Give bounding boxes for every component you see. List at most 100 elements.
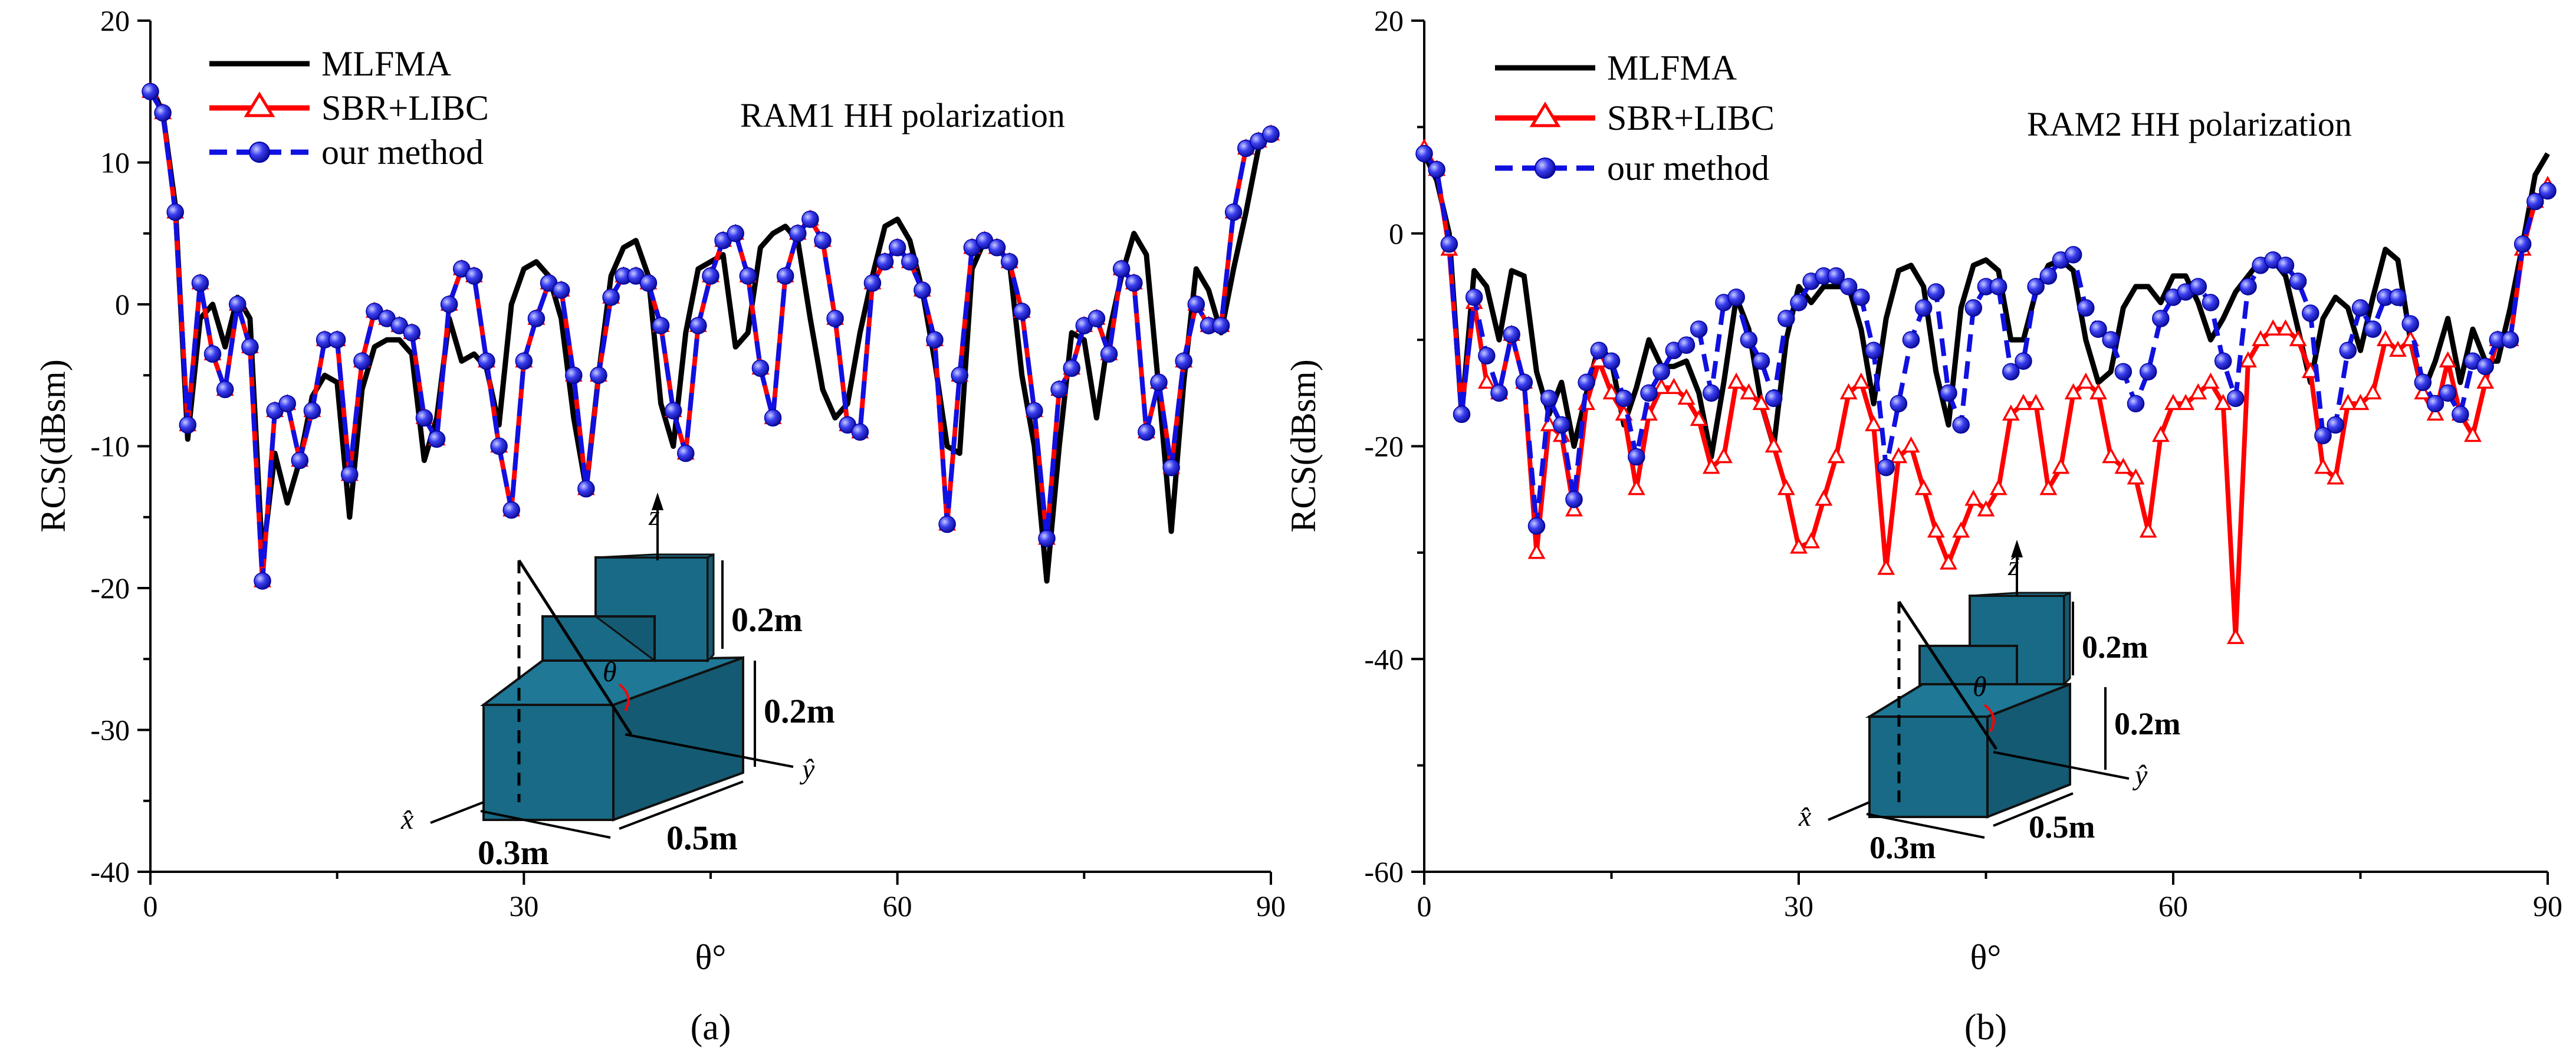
panel-b-point-our-method [2426,395,2444,413]
panel-b-point-sbr-libc [1565,500,1583,517]
panel-b-point-our-method [1652,363,1670,380]
panel-b-point-sbr-libc [2102,447,2120,464]
panel-a-point-our-method [353,352,371,370]
panel-b-point-sbr-libc [2202,372,2220,389]
panel-b-point-our-method [1465,288,1483,306]
panel-a-point-our-method [1212,317,1230,334]
panel-a-series-mlfma [147,83,1273,584]
inset-b-width: 0.5m [2029,809,2095,845]
panel-a-point-our-method [166,203,184,221]
panel-b-point-sbr-libc [2351,393,2370,411]
panel-b-point-sbr-libc [1865,415,1882,432]
panel-b-point-our-method [1790,294,1808,311]
inset-a-top-top [595,553,714,559]
inset-a-theta: θ [603,656,617,688]
inset-a-incidence-line [517,559,633,736]
inset-b-angle-arc [1983,704,1995,733]
panel-a-point-our-method [241,338,259,356]
panel-b-x-label: θ° [1970,938,2002,977]
inset-a-width: 0.5m [666,819,738,857]
panel-a-point-our-method [1112,260,1131,278]
panel-a-x-label: θ° [695,938,727,977]
panel-a-point-our-method [1038,530,1056,547]
panel-b-xtick-label: 0 [1417,889,1432,923]
panel-b-point-sbr-libc [1802,532,1821,549]
legend-a-ours-label: our method [321,133,484,172]
panel-a-point-our-method [1150,373,1168,392]
panel-b-point-sbr-libc [1790,537,1808,554]
panel-b-point-sbr-libc [2389,340,2407,357]
panel-a-legend: MLFMA SBR+LIBC our method [209,44,489,172]
panel-b-point-sbr-libc [1815,490,1833,506]
panel-b-point-our-method [1740,331,1758,349]
panel-b-point-our-method [2452,405,2469,424]
panel-b-point-sbr-libc [2264,319,2282,336]
panel-b-point-sbr-libc [1839,383,1858,400]
panel-a-point-our-method [826,310,844,327]
panel-b-point-our-method [1777,310,1795,327]
panel-b-point-sbr-libc [2364,383,2382,400]
panel-a-point-our-method [1013,303,1031,320]
panel-a-point-our-method [1262,125,1280,143]
panel-b-point-our-method [1902,331,1920,349]
panel-a-ytick-label: -30 [90,714,130,747]
panel-b-y-label: RCS(dBsm) [1284,359,1323,532]
panel-b-point-our-method [1890,395,1908,413]
panel-b-point-our-method [1677,336,1696,354]
inset-b-base-front [1868,715,1989,818]
panel-b-point-sbr-libc [1590,351,1608,367]
panel-b-point-our-method [1590,342,1608,359]
panel-a-point-our-method [1026,402,1043,420]
inset-a-x-label: x̂ [400,804,413,835]
panel-b-series-sbr-libc [1422,147,2550,641]
panel-a-point-our-method [142,83,159,100]
panel-b-point-our-method [1865,342,1882,359]
panel-b-point-our-method [1727,288,1745,306]
panel-b-point-sbr-libc [2064,383,2082,400]
panel-b-point-our-method [2289,273,2307,290]
panel-b-point-sbr-libc [1964,490,1983,506]
panel-b-point-our-method [2227,389,2245,408]
panel-a-point-our-method [988,239,1006,257]
panel-a-point-our-method [1138,423,1155,441]
panel-b-point-our-method [2027,278,2045,296]
inset-a-dim-width [619,780,744,830]
panel-a-point-our-method [1063,359,1080,377]
panel-b-point-sbr-libc [2151,425,2170,442]
panel-b-point-our-method [1453,405,1471,424]
panel-b-point-sbr-libc [1890,447,1908,464]
panel-a-point-our-method [328,331,346,349]
panel-b-point-our-method [2439,384,2457,402]
panel-b-point-our-method [2114,363,2133,380]
panel-b-point-our-method [2189,278,2207,296]
panel-b-point-our-method [1690,320,1708,338]
panel-a-point-our-method [689,317,707,334]
panel-b-point-our-method [2002,363,2020,380]
panel-b-point-sbr-libc [2002,404,2020,421]
panel-a-point-our-method [677,444,695,462]
panel-b-point-sbr-libc [1852,372,1870,389]
panel-b-point-our-method [2389,288,2407,306]
panel-b-point-our-method [1527,517,1546,535]
inset-a-y-label: ŷ [799,754,815,785]
panel-b-point-sbr-libc [1690,409,1708,426]
panel-b-point-sbr-libc [2214,393,2232,411]
panel-b-point-sbr-libc [2464,425,2482,442]
panel-b-point-our-method [2102,331,2120,349]
panel-a-annotation: RAM1 HH polarization [740,96,1065,134]
panel-a-y-label: RCS(dBsm) [34,359,73,532]
inset-a-step-height: 0.2m [731,600,803,639]
panel-b-point-sbr-libc [2164,393,2182,411]
inset-b-z-label: ẑ [2007,550,2019,582]
panel-a-point-our-method [602,288,620,306]
panel-a-point-our-method [801,210,819,228]
panel-a-point-our-method [914,281,931,299]
panel-b-point-our-method [2501,331,2519,349]
panel-b-point-our-method [1415,145,1433,163]
panel-a-point-our-method [789,225,807,242]
panel-a-point-our-method [776,267,794,285]
inset-b-base-top [1865,683,2071,718]
panel-a-ytick-label: -20 [90,572,130,605]
panel-b-point-sbr-libc [2177,393,2195,411]
panel-b-point-sbr-libc [1777,478,1795,495]
